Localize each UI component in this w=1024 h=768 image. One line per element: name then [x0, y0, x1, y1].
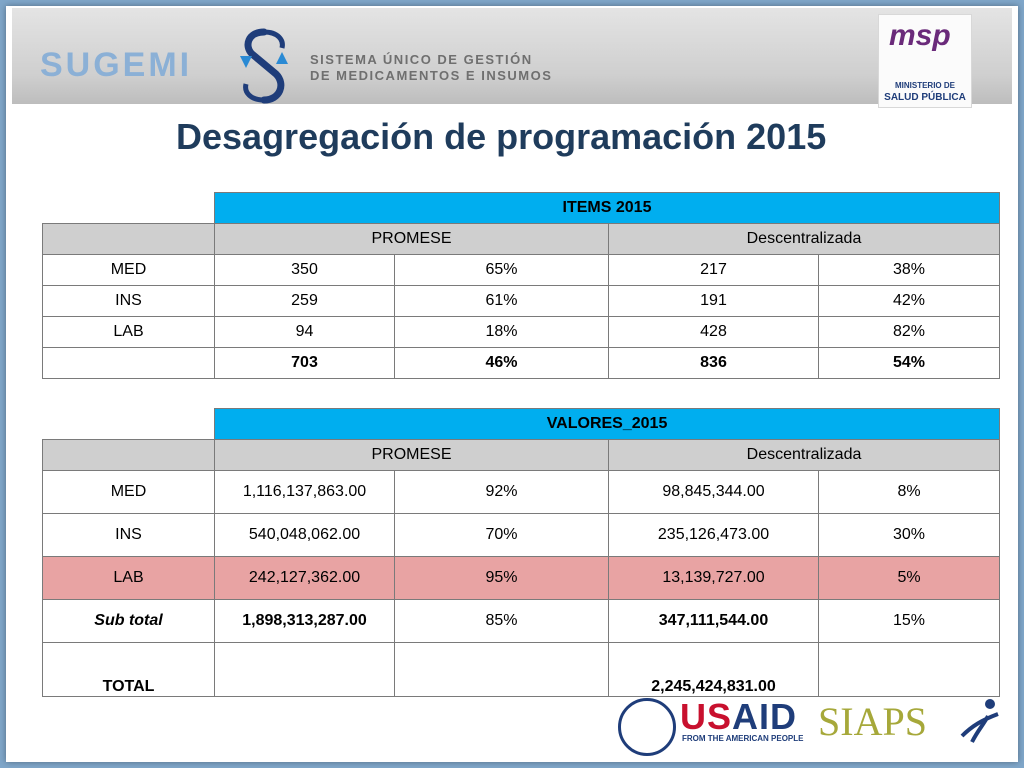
sugemi-logo-text: SUGEMI: [40, 46, 193, 84]
values-header-promese: PROMESE: [214, 439, 609, 471]
items-header-descentralizada: Descentralizada: [608, 223, 1000, 255]
table-row: INS 540,048,062.00 70% 235,126,473.00 30…: [42, 513, 1001, 557]
siaps-figure-icon: [960, 699, 999, 743]
usaid-logo: USAID: [680, 696, 798, 737]
items-caption: ITEMS 2015: [214, 192, 1000, 224]
header-banner: SUGEMI SISTEMA ÚNICO DE GESTIÓN DE MEDIC…: [12, 8, 1012, 104]
items-header-promese: PROMESE: [214, 223, 609, 255]
table-row-highlighted: LAB 242,127,362.00 95% 13,139,727.00 5%: [42, 556, 1001, 600]
values-table: VALORES_2015 PROMESE Descentralizada MED…: [42, 408, 1001, 697]
values-caption: VALORES_2015: [213, 408, 1001, 440]
ministry-label-line1: MINISTERIO DE: [894, 81, 955, 90]
usaid-tagline: FROM THE AMERICAN PEOPLE: [682, 734, 804, 743]
items-table: ITEMS 2015 PROMESE Descentralizada MED 3…: [42, 192, 1000, 379]
table-row: MED 350 65% 217 38%: [42, 254, 1000, 286]
table-row: LAB 94 18% 428 82%: [42, 316, 1000, 348]
table-row: MED 1,116,137,863.00 92% 98,845,344.00 8…: [42, 470, 1001, 514]
usaid-seal-icon: [618, 698, 676, 756]
page-title: Desagregación de programación 2015: [176, 116, 827, 157]
values-subtotal-row: Sub total 1,898,313,287.00 85% 347,111,5…: [42, 599, 1001, 643]
table-row: INS 259 61% 191 42%: [42, 285, 1000, 317]
values-header-descentralizada: Descentralizada: [607, 439, 1001, 471]
items-total-row: 703 46% 836 54%: [42, 347, 1000, 379]
sugemi-logo-icon: [240, 28, 288, 104]
sugemi-logo-subtitle: SISTEMA ÚNICO DE GESTIÓN DE MEDICAMENTOS…: [310, 52, 553, 83]
ministry-label-line2: SALUD PÚBLICA: [884, 92, 966, 103]
values-total-row: TOTAL 2,245,424,831.00: [42, 642, 1001, 697]
footer-logos: USAID FROM THE AMERICAN PEOPLE SIAPS: [618, 694, 1008, 756]
siaps-logo: SIAPS: [818, 699, 927, 744]
ministry-logo: msp MINISTERIO DE SALUD PÚBLICA: [878, 14, 972, 108]
msp-logo-text: msp: [889, 19, 951, 52]
